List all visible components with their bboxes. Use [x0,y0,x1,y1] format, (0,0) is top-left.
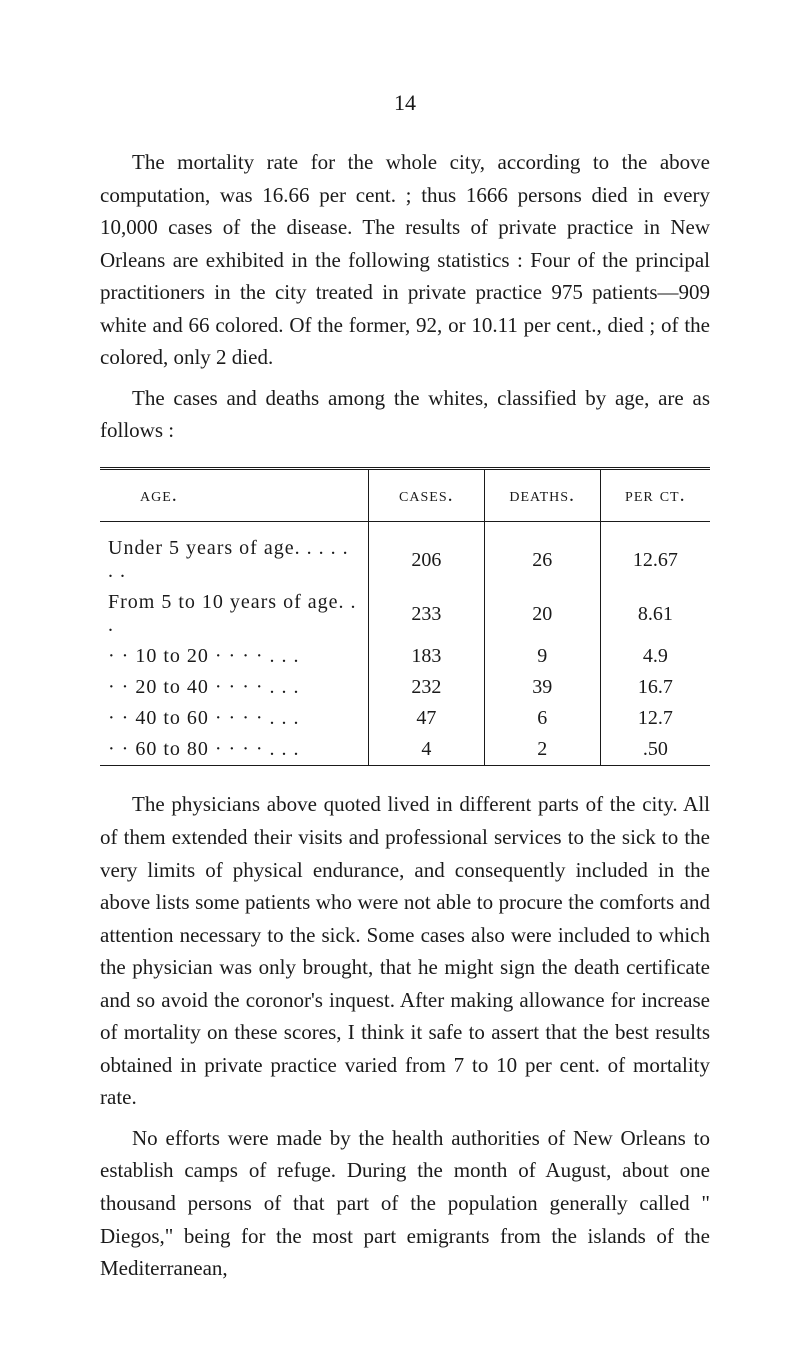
mortality-table: age. cases. deaths. per ct. Under 5 year… [100,467,710,767]
cell-deaths: 6 [484,703,600,734]
table-row: Under 5 years of age. . . . . . . 206 26… [100,533,710,587]
table-row: · · 20 to 40 · · · · . . . 232 39 16.7 [100,672,710,703]
cell-age: · · 40 to 60 · · · · . . . [100,703,368,734]
cell-deaths: 39 [484,672,600,703]
cell-deaths: 9 [484,641,600,672]
cell-cases: 4 [368,734,484,766]
mortality-table-container: age. cases. deaths. per ct. Under 5 year… [100,467,710,767]
paragraph-3: The physicians above quoted lived in dif… [100,788,710,1113]
table-spacer [100,521,710,533]
cell-cases: 233 [368,587,484,641]
cell-cases: 206 [368,533,484,587]
table-row: From 5 to 10 years of age. . . 233 20 8.… [100,587,710,641]
cell-age: From 5 to 10 years of age. . . [100,587,368,641]
table-row: · · 10 to 20 · · · · . . . 183 9 4.9 [100,641,710,672]
paragraph-1: The mortality rate for the whole city, a… [100,146,710,374]
cell-cases: 47 [368,703,484,734]
cell-perct: 12.7 [600,703,710,734]
cell-deaths: 2 [484,734,600,766]
header-deaths: deaths. [484,468,600,521]
cell-cases: 183 [368,641,484,672]
cell-cases: 232 [368,672,484,703]
cell-age: · · 20 to 40 · · · · . . . [100,672,368,703]
cell-perct: .50 [600,734,710,766]
cell-age: · · 60 to 80 · · · · . . . [100,734,368,766]
cell-age: · · 10 to 20 · · · · . . . [100,641,368,672]
cell-deaths: 20 [484,587,600,641]
cell-perct: 12.67 [600,533,710,587]
paragraph-2: The cases and deaths among the whites, c… [100,382,710,447]
paragraph-4: No efforts were made by the health autho… [100,1122,710,1285]
header-perct: per ct. [600,468,710,521]
cell-deaths: 26 [484,533,600,587]
table-row: · · 60 to 80 · · · · . . . 4 2 .50 [100,734,710,766]
table-row: · · 40 to 60 · · · · . . . 47 6 12.7 [100,703,710,734]
cell-age: Under 5 years of age. . . . . . . [100,533,368,587]
table-header-row: age. cases. deaths. per ct. [100,468,710,521]
cell-perct: 8.61 [600,587,710,641]
page-number: 14 [100,90,710,116]
cell-perct: 4.9 [600,641,710,672]
header-cases: cases. [368,468,484,521]
cell-perct: 16.7 [600,672,710,703]
header-age: age. [100,468,368,521]
